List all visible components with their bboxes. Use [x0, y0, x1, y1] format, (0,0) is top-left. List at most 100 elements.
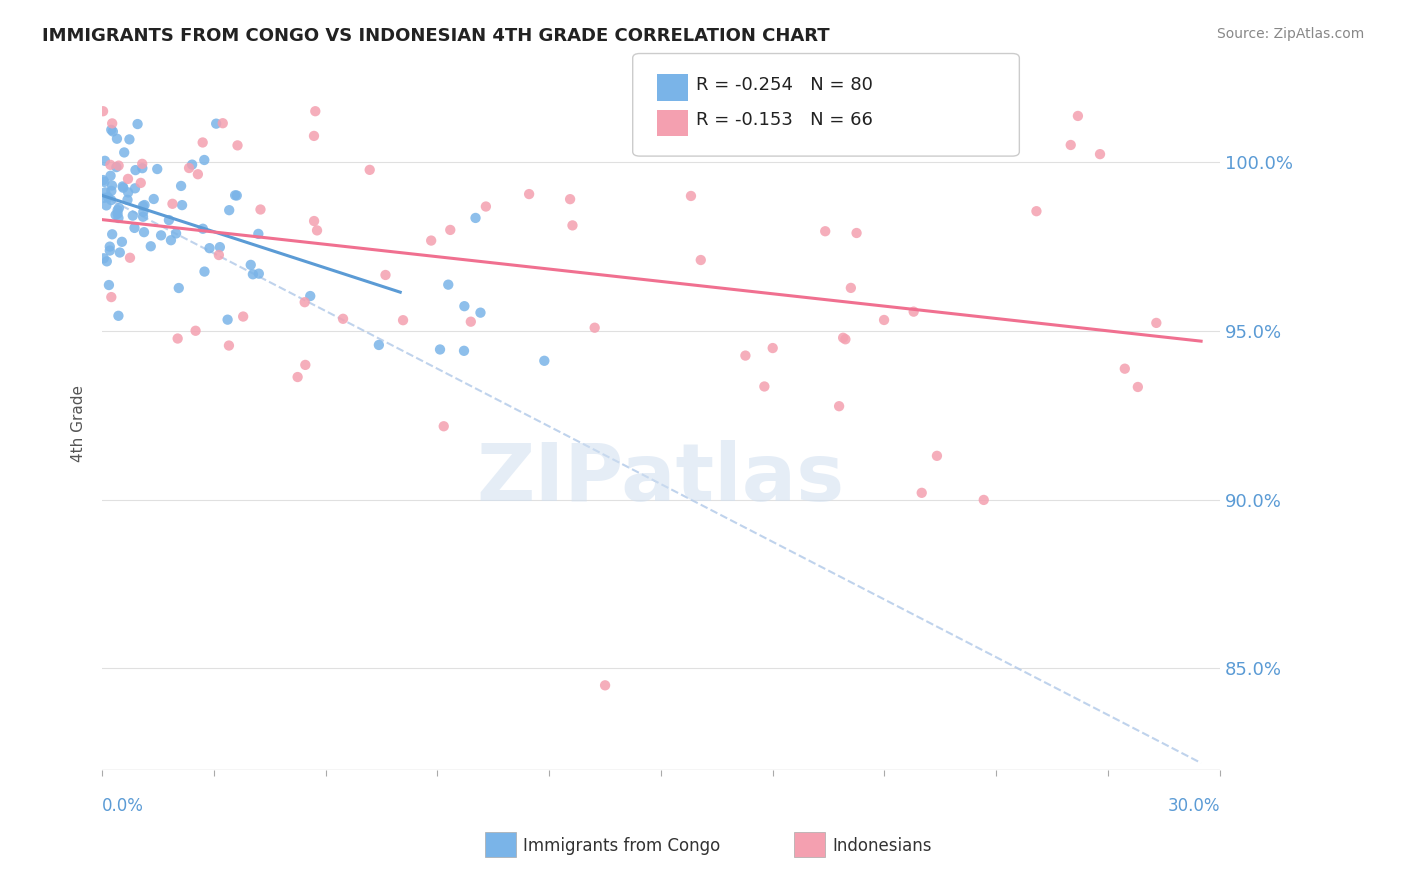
Point — [139, 239, 162, 253]
Point — [131, 161, 153, 176]
Text: R = -0.153   N = 66: R = -0.153 N = 66 — [696, 112, 873, 129]
Point — [1067, 109, 1090, 123]
Point — [475, 200, 498, 214]
Point — [198, 241, 221, 255]
Point — [225, 188, 247, 202]
Point — [828, 399, 851, 413]
Point — [239, 258, 262, 272]
Point — [134, 198, 156, 212]
Point — [132, 204, 155, 219]
Point — [593, 678, 616, 692]
Point — [157, 213, 180, 227]
Point — [224, 188, 246, 202]
Point — [294, 358, 316, 372]
Point — [533, 353, 555, 368]
Point — [558, 192, 581, 206]
Point — [170, 178, 193, 193]
Point — [94, 153, 117, 168]
Point — [107, 309, 129, 323]
Point — [132, 199, 155, 213]
Point — [165, 227, 187, 241]
Point — [392, 313, 415, 327]
Point — [211, 116, 233, 130]
Point — [93, 252, 115, 266]
Point — [94, 186, 117, 200]
Point — [96, 198, 118, 212]
Point — [302, 214, 325, 228]
Point — [193, 264, 215, 278]
Point — [304, 104, 326, 119]
Point — [100, 123, 122, 137]
Point — [299, 289, 322, 303]
Point — [187, 167, 209, 181]
Point — [433, 419, 456, 434]
Point — [177, 161, 200, 175]
Point — [107, 211, 129, 225]
Point — [332, 311, 354, 326]
Point — [287, 370, 309, 384]
Point — [208, 240, 231, 254]
Point — [1025, 204, 1047, 219]
Point — [193, 153, 215, 167]
Point — [294, 295, 316, 310]
Point — [162, 196, 184, 211]
Point — [218, 203, 240, 218]
Point — [247, 267, 270, 281]
Point — [107, 159, 129, 173]
Point — [453, 299, 475, 313]
Point — [302, 128, 325, 143]
Point — [973, 492, 995, 507]
Point — [129, 176, 152, 190]
Point — [1088, 147, 1111, 161]
Point — [249, 202, 271, 217]
Y-axis label: 4th Grade: 4th Grade — [72, 385, 86, 462]
Point — [925, 449, 948, 463]
Point — [105, 132, 128, 146]
Point — [100, 184, 122, 198]
Point — [150, 228, 173, 243]
Point — [118, 251, 141, 265]
Point — [734, 349, 756, 363]
Point — [117, 172, 139, 186]
Point — [100, 290, 122, 304]
Point — [679, 189, 702, 203]
Point — [689, 252, 711, 267]
Text: Immigrants from Congo: Immigrants from Congo — [523, 837, 720, 855]
Point — [117, 186, 139, 200]
Point — [101, 116, 124, 130]
Point — [374, 268, 396, 282]
Point — [1060, 138, 1083, 153]
Point — [873, 313, 896, 327]
Point — [124, 221, 146, 235]
Point — [893, 104, 915, 119]
Point — [108, 201, 131, 215]
Point — [91, 173, 114, 187]
Point — [561, 219, 583, 233]
Text: R = -0.254   N = 80: R = -0.254 N = 80 — [696, 76, 873, 94]
Point — [845, 226, 868, 240]
Point — [104, 208, 127, 222]
Point — [93, 191, 115, 205]
Point — [111, 179, 134, 194]
Point — [131, 157, 153, 171]
Point — [132, 210, 155, 224]
Point — [832, 331, 855, 345]
Point — [1126, 380, 1149, 394]
Text: 30.0%: 30.0% — [1167, 797, 1220, 814]
Point — [112, 145, 135, 160]
Point — [903, 304, 925, 318]
Point — [460, 315, 482, 329]
Point — [111, 235, 134, 249]
Point — [242, 267, 264, 281]
Point — [167, 281, 190, 295]
Point — [100, 193, 122, 207]
Point — [98, 244, 121, 258]
Point — [96, 254, 118, 268]
Point — [762, 341, 785, 355]
Point — [124, 181, 146, 195]
Point — [453, 343, 475, 358]
Point — [191, 136, 214, 150]
Point — [232, 310, 254, 324]
Point — [91, 104, 114, 119]
Text: Indonesians: Indonesians — [832, 837, 932, 855]
